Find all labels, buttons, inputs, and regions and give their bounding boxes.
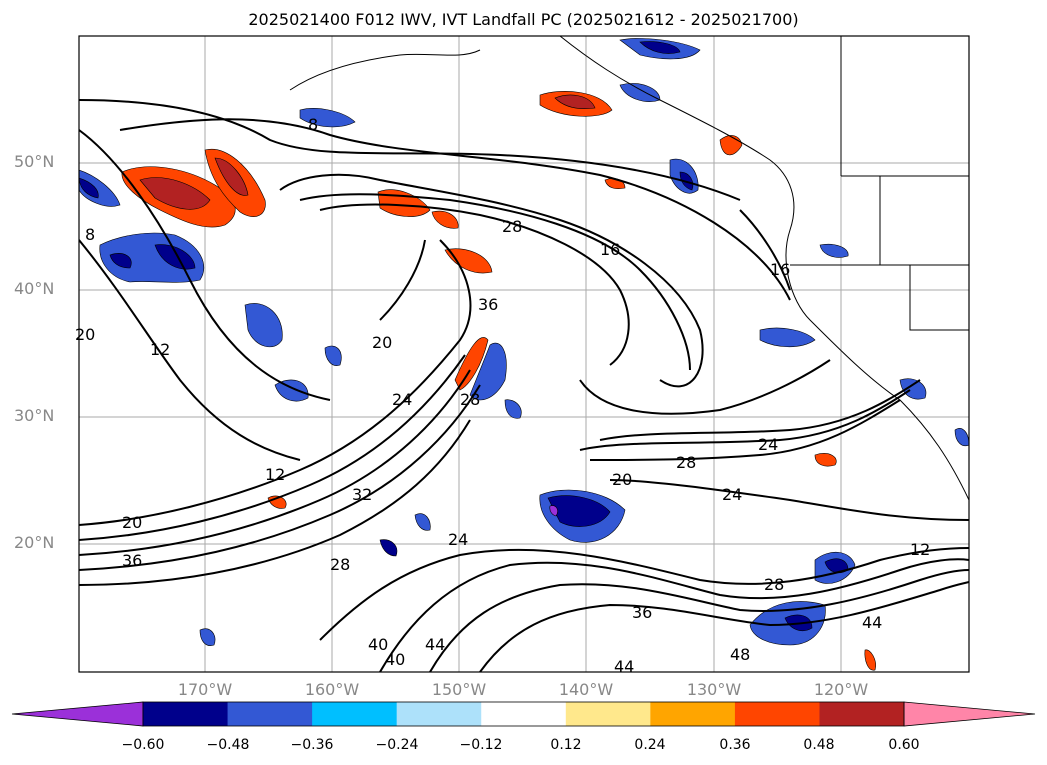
- colorbar-tick: 0.12: [550, 737, 582, 753]
- contour-label: 28: [764, 575, 784, 594]
- contour-label: 44: [614, 657, 634, 676]
- contour-label: 24: [448, 530, 468, 549]
- contour-label: 12: [150, 340, 170, 359]
- contour-labels: 8 8 12 12 12 16 16 20 20 20 20 24 24 24 …: [75, 115, 930, 676]
- contour-label: 16: [600, 240, 620, 259]
- contour-label: 28: [676, 453, 696, 472]
- coastlines: [289, 36, 969, 501]
- contour-label: 36: [122, 551, 142, 570]
- lon-label-120w: 120°W: [813, 680, 869, 699]
- colorbar-extend-max: [903, 701, 1036, 727]
- contour-label: 16: [770, 260, 790, 279]
- colorbar-tick: −0.60: [121, 737, 165, 753]
- contour-label: 48: [730, 645, 750, 664]
- contour-label: 20: [75, 325, 95, 344]
- colorbar-segment: [396, 702, 482, 726]
- pc-fill-regions: [79, 38, 969, 671]
- colorbar-segment: [650, 702, 736, 726]
- lat-label-40n: 40°N: [14, 279, 55, 298]
- colorbar-segment: [734, 702, 820, 726]
- contour-label: 8: [308, 115, 318, 134]
- contour-label: 24: [758, 435, 778, 454]
- colorbar-tick: −0.24: [375, 737, 419, 753]
- contour-label: 28: [460, 390, 480, 409]
- lon-label-160w: 160°W: [304, 680, 360, 699]
- ivt-contours: [79, 99, 969, 672]
- map-title: 2025021400 F012 IWV, IVT Landfall PC (20…: [248, 10, 799, 29]
- contour-label: 24: [392, 390, 412, 409]
- colorbar-segment: [565, 702, 651, 726]
- colorbar-tick: 0.60: [888, 737, 920, 753]
- lon-label-170w: 170°W: [177, 680, 233, 699]
- contour-label: 20: [612, 470, 632, 489]
- colorbar-tick: 0.48: [803, 737, 835, 753]
- colorbar-tick: −0.48: [206, 737, 250, 753]
- colorbar-tick: 0.24: [634, 737, 666, 753]
- contour-label: 40: [385, 650, 405, 669]
- colorbar-tick: −0.12: [459, 737, 503, 753]
- colorbar: [11, 701, 1036, 727]
- colorbar-frame: [142, 701, 905, 727]
- contour-label: 12: [910, 540, 930, 559]
- lat-label-30n: 30°N: [14, 406, 55, 425]
- contour-label: 44: [425, 635, 445, 654]
- colorbar-tick: −0.36: [290, 737, 334, 753]
- contour-label: 28: [330, 555, 350, 574]
- contour-label: 20: [372, 333, 392, 352]
- colorbar-segment: [481, 702, 567, 726]
- lon-label-130w: 130°W: [686, 680, 742, 699]
- colorbar-segment: [227, 702, 313, 726]
- contour-label: 36: [632, 603, 652, 622]
- colorbar-segment: [312, 702, 398, 726]
- colorbar-segment: [819, 702, 905, 726]
- contour-label: 40: [368, 635, 388, 654]
- contour-label: 44: [862, 613, 882, 632]
- colorbar-tick: 0.36: [719, 737, 751, 753]
- colorbar-segment: [143, 702, 229, 726]
- contour-label: 20: [122, 513, 142, 532]
- contour-label: 32: [352, 485, 372, 504]
- contour-label: 24: [722, 485, 742, 504]
- contour-label: 28: [502, 217, 522, 236]
- colorbar-extend-min: [11, 701, 144, 727]
- contour-label: 36: [478, 295, 498, 314]
- contour-label: 8: [85, 225, 95, 244]
- lat-label-20n: 20°N: [14, 533, 55, 552]
- lon-label-140w: 140°W: [558, 680, 614, 699]
- lon-label-150w: 150°W: [431, 680, 487, 699]
- lat-label-50n: 50°N: [14, 152, 55, 171]
- map-plot: 8 8 12 12 12 16 16 20 20 20 20 24 24 24 …: [75, 35, 970, 676]
- contour-label: 12: [265, 465, 285, 484]
